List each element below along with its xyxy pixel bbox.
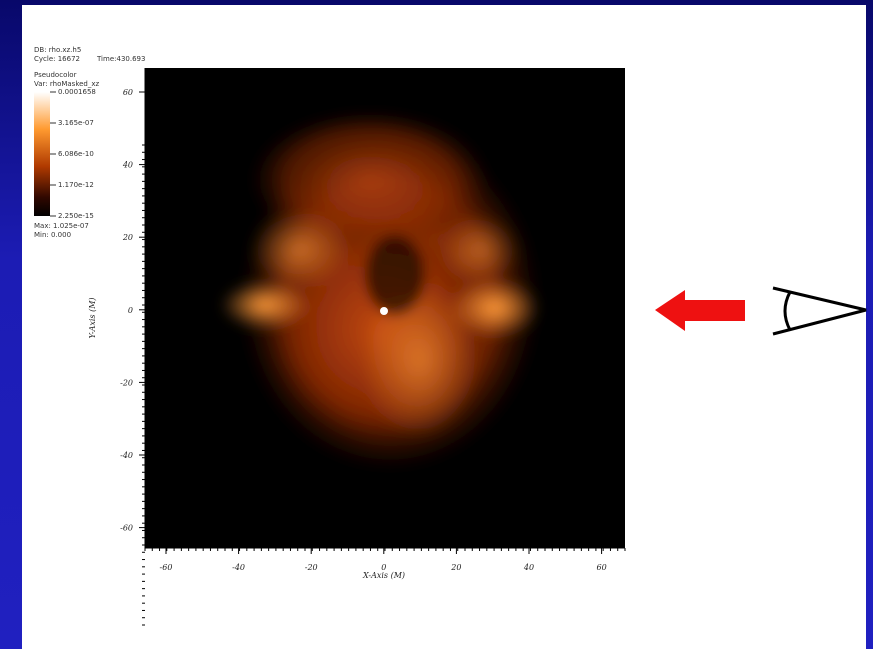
db-label: DB: rho.xz.h5 <box>34 46 81 54</box>
plot-label: Pseudocolor <box>34 71 77 79</box>
var-label: Var: rhoMasked_xz <box>34 80 100 88</box>
x-tick-label: -20 <box>305 563 318 572</box>
y-axis-title: Y-Axis (M) <box>88 297 97 338</box>
y-tick-label: -20 <box>120 378 133 387</box>
y-tick-label: 20 <box>122 233 133 242</box>
y-tick-label: -60 <box>120 524 133 533</box>
colorbar-label: 6.086e-10 <box>58 150 94 158</box>
central-object <box>380 307 388 315</box>
x-tick-label: 20 <box>450 563 461 572</box>
y-tick-label: -40 <box>120 451 133 460</box>
x-tick-label: 40 <box>523 563 534 572</box>
colorbar-label: 1.170e-12 <box>58 181 94 189</box>
min-label: Min: 0.000 <box>34 231 71 239</box>
slide: 0.0001658 3.165e-07 6.086e-10 1.170e-12 2.25… <box>0 0 873 649</box>
colorbar <box>34 92 50 216</box>
colorbar-label: 0.0001658 <box>58 88 96 96</box>
colorbar-label: 2.250e-15 <box>58 212 94 220</box>
page: 0.0001658 3.165e-07 6.086e-10 1.170e-12 2.25… <box>0 0 873 649</box>
x-axis-title: X-Axis (M) <box>362 571 405 580</box>
cycle-label: Cycle: 16672 <box>34 55 80 63</box>
colorbar-label: 3.165e-07 <box>58 119 94 127</box>
x-tick-label: -60 <box>160 563 173 572</box>
time-label: Time:430.693 <box>96 55 145 63</box>
max-label: Max: 1.025e-07 <box>34 222 89 230</box>
y-tick-label: 60 <box>123 88 133 97</box>
x-tick-label: 60 <box>597 563 607 572</box>
y-tick-label: 0 <box>128 306 133 315</box>
y-tick-label: 40 <box>122 161 133 170</box>
x-tick-label: -40 <box>232 563 245 572</box>
